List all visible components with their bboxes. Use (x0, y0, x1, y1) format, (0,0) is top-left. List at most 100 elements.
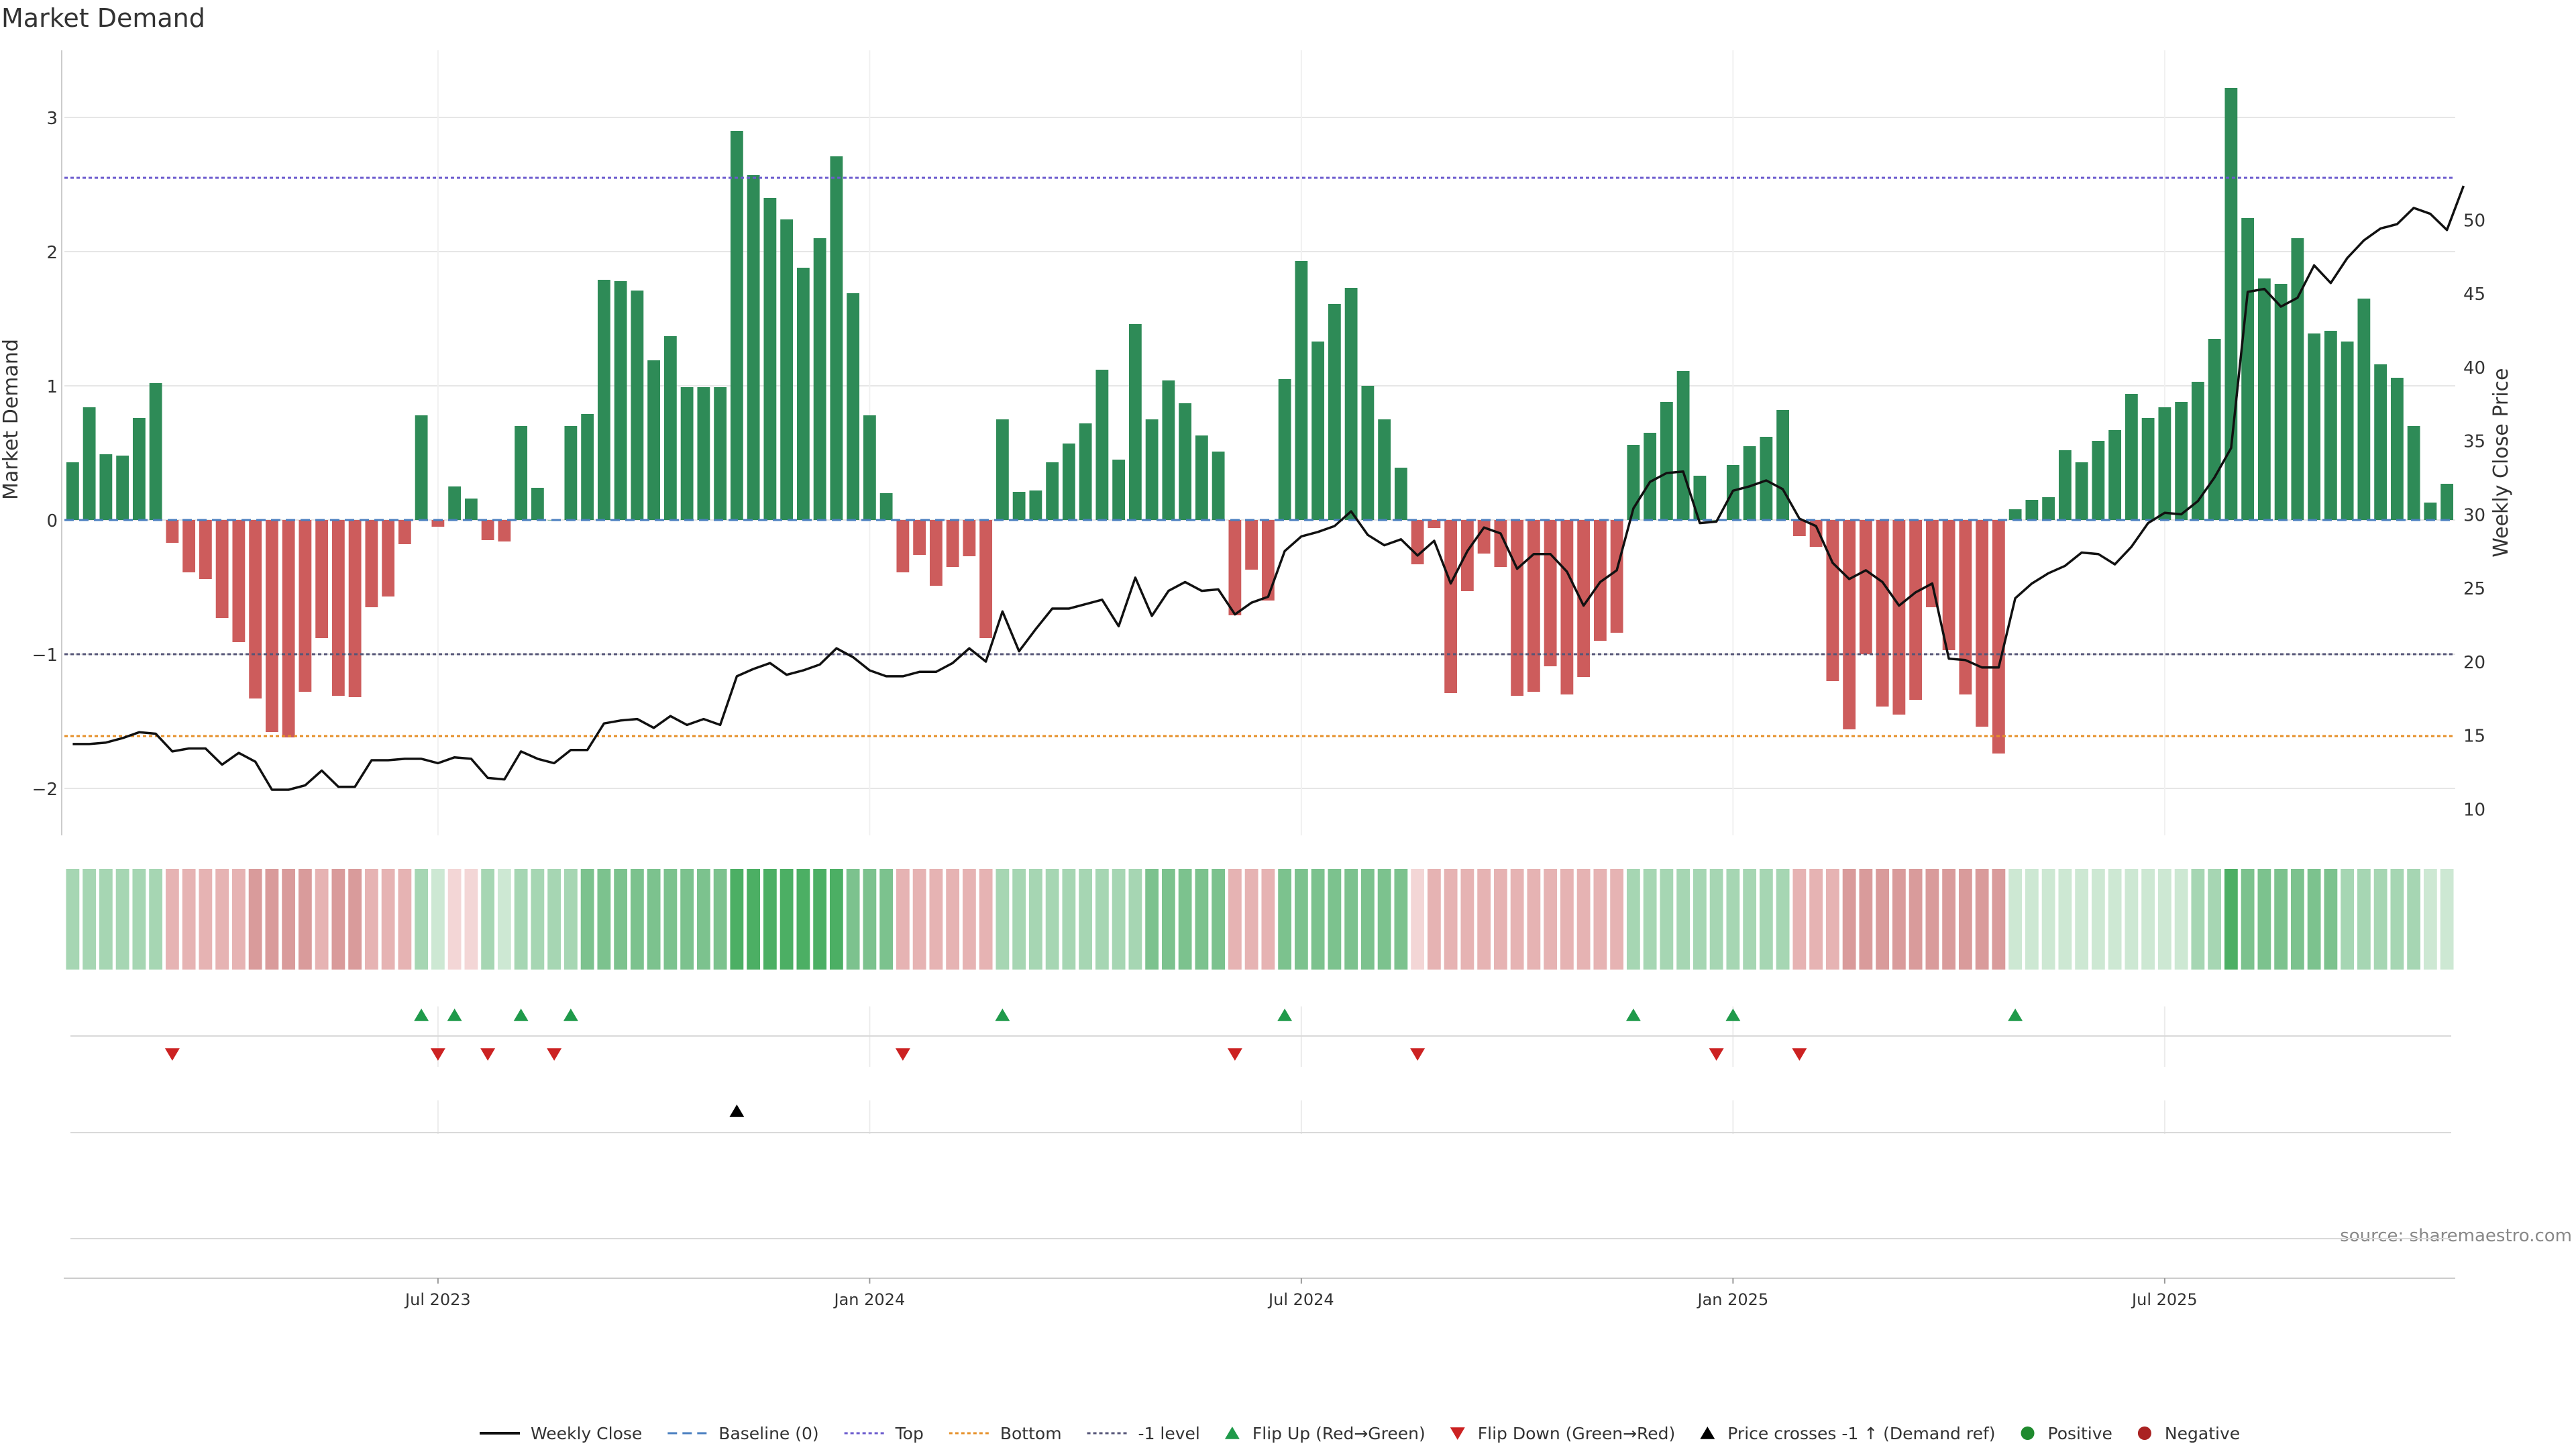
y-tick-label: 0 (46, 511, 58, 531)
strip-cell (1294, 869, 1308, 970)
demand-bar-positive (2440, 484, 2454, 520)
strip-cell (1909, 869, 1923, 970)
demand-bar-negative (331, 520, 345, 696)
strip-cell (2290, 869, 2304, 970)
demand-bar-positive (2075, 462, 2088, 520)
strip-cell (2307, 869, 2321, 970)
demand-bar-negative (1444, 520, 1458, 693)
demand-bar-positive (647, 360, 661, 520)
x-tick-label: Jan 2024 (833, 1290, 906, 1309)
demand-bar-positive (813, 238, 826, 520)
strip-cell (1876, 869, 1890, 970)
strip-cell (1776, 869, 1790, 970)
event-markers (164, 1008, 2023, 1117)
demand-bar-positive (1079, 423, 1092, 520)
demand-bar-positive (680, 387, 694, 520)
weekly-close-polyline (72, 185, 2465, 791)
strip-cell (497, 869, 511, 970)
y2-tick-label: 40 (2463, 358, 2485, 378)
legend-label: Positive (2048, 1424, 2112, 1443)
demand-bar-positive (663, 336, 677, 520)
demand-bar-negative (1959, 520, 1972, 694)
demand-bar-positive (415, 415, 428, 520)
demand-bar-positive (1046, 462, 1059, 520)
demand-bar-positive (614, 281, 627, 520)
strip-cell (1360, 869, 1375, 970)
strip-cell (1544, 869, 1558, 970)
grid-layer (64, 50, 2455, 1239)
strip-cell (1444, 869, 1458, 970)
strip-cell (1859, 869, 1873, 970)
y-tick-label: 1 (46, 377, 58, 397)
demand-bar-negative (265, 520, 278, 732)
demand-bar-negative (913, 520, 926, 555)
strip-cell (1643, 869, 1657, 970)
strip-cell (2423, 869, 2437, 970)
demand-bar-positive (1162, 380, 1175, 520)
strip-cell (1726, 869, 1740, 970)
demand-bar-negative (896, 520, 910, 572)
demand-bar-positive (830, 156, 843, 520)
strip-cell (282, 869, 296, 970)
flip-up-marker (995, 1008, 1010, 1021)
strip-cell (1311, 869, 1325, 970)
demand-bar-negative (382, 520, 395, 597)
demand-bar-positive (1095, 370, 1109, 520)
strip-cell (248, 869, 262, 970)
strip-cell (1012, 869, 1026, 970)
strip-cell (1892, 869, 1906, 970)
strip-cell (1128, 869, 1142, 970)
flip-down-marker (1410, 1048, 1426, 1061)
demand-bar-positive (763, 198, 777, 520)
demand-bar-negative (1859, 520, 1872, 654)
strip-cell (1626, 869, 1640, 970)
strip-cell (1792, 869, 1807, 970)
demand-bar-positive (1328, 304, 1341, 520)
strip-cell (580, 869, 594, 970)
strip-cell (348, 869, 362, 970)
demand-bar-positive (531, 488, 544, 520)
strip-cell (1510, 869, 1524, 970)
strip-cell (447, 869, 462, 970)
demand-bar-positive (747, 175, 760, 520)
flip-up-marker (2008, 1008, 2023, 1021)
demand-bars (66, 88, 2454, 754)
demand-bar-negative (1992, 520, 2005, 754)
demand-bar-negative (1942, 520, 1955, 650)
legend-label: Flip Up (Red→Green) (1252, 1424, 1426, 1443)
x-tick-label: Jul 2024 (1267, 1290, 1334, 1309)
demand-bar-positive (2191, 382, 2204, 520)
flip-up-marker (414, 1008, 429, 1021)
demand-bar-positive (1278, 379, 1291, 520)
strip-cell (1377, 869, 1391, 970)
strip-cell (863, 869, 877, 970)
strip-cell (1842, 869, 1856, 970)
demand-bar-positive (2241, 218, 2255, 520)
strip-cell (265, 869, 279, 970)
demand-bar-negative (1577, 520, 1591, 677)
demand-bar-negative (1976, 520, 1989, 727)
strip-cell (231, 869, 246, 970)
flip-up-marker (447, 1008, 462, 1021)
strip-cell (1095, 869, 1109, 970)
strip-cell (1560, 869, 1574, 970)
demand-bar-negative (315, 520, 329, 638)
demand-bar-positive (1195, 435, 1208, 520)
demand-bar-positive (1693, 476, 1707, 520)
demand-bar-negative (1544, 520, 1557, 666)
strip-cell (415, 869, 429, 970)
strip-cell (2390, 869, 2404, 970)
strip-cell (2141, 869, 2155, 970)
demand-bar-positive (1361, 386, 1375, 520)
strip-cell (298, 869, 312, 970)
demand-bar-positive (2125, 394, 2138, 520)
flip-down-marker (547, 1048, 562, 1061)
weekly-close-line (72, 185, 2465, 791)
demand-bar-negative (1428, 520, 1441, 528)
strip-cell (1942, 869, 1956, 970)
legend-label: Baseline (0) (718, 1424, 818, 1443)
demand-bar-negative (498, 520, 511, 541)
strip-cell (2324, 869, 2338, 970)
demand-bar-positive (879, 493, 893, 520)
